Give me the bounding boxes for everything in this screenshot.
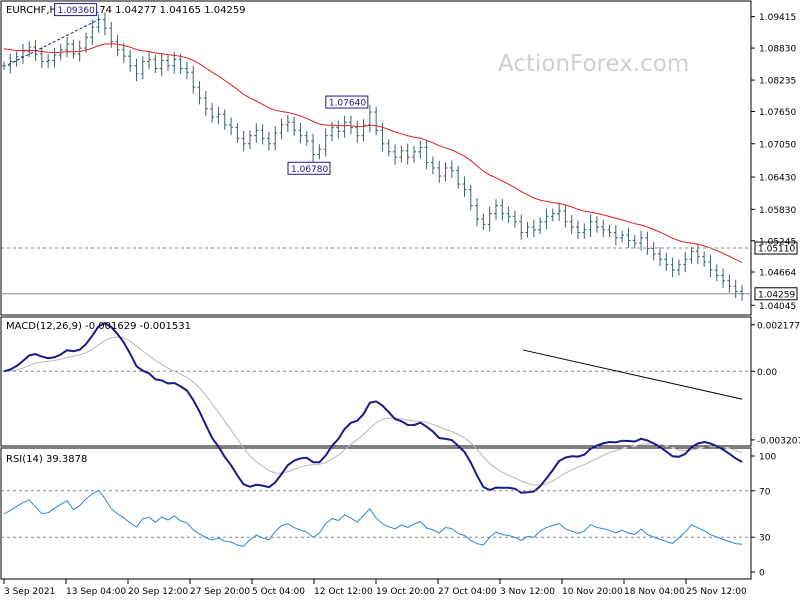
- macd-signal-line: [3, 336, 743, 486]
- time-tick-label: 12 Oct 12:00: [314, 587, 373, 597]
- peak-trendline: [7, 19, 99, 66]
- price-tick-label: 1.06430: [759, 174, 796, 184]
- price-panel-frame: [0, 0, 752, 316]
- rsi-tick-label: 0: [759, 569, 765, 579]
- time-tick-label: 3 Nov 12:00: [500, 587, 555, 597]
- price-tick-label: 1.04664: [759, 269, 796, 279]
- swing-label: 1.06780: [291, 165, 328, 175]
- chart-title: EURCHF,H4 1.04174 1.04277 1.04165 1.0425…: [6, 5, 246, 16]
- ohlc-readout: 1.04174 1.04277 1.04165 1.04259: [71, 5, 246, 16]
- rsi-lines: [1, 489, 751, 547]
- price-tick-label: 1.09415: [759, 13, 796, 23]
- price-tick-label: 1.05245: [759, 237, 796, 247]
- resistance-label: 1.05110: [758, 245, 795, 255]
- time-tick-label: 5 Oct 04:00: [252, 587, 305, 597]
- symbol-timeframe: EURCHF,H4: [6, 5, 63, 16]
- price-label-box: [754, 241, 798, 255]
- macd-tick-label: 0.002177: [757, 321, 800, 331]
- time-tick-label: 19 Oct 20:00: [376, 587, 435, 597]
- price-moving-average: [3, 43, 743, 263]
- time-tick-label: 25 Nov 12:00: [686, 587, 747, 597]
- price-annotations: 1.05110 1.04259 1.09360 1.07640 1.06780: [1, 3, 798, 301]
- price-bars: [2, 12, 744, 301]
- price-tick-label: 1.08830: [759, 45, 796, 55]
- macd-title: MACD(12,26,9) -0.001629 -0.001531: [6, 321, 191, 332]
- swing-label-box: [287, 161, 331, 175]
- macd-lines: [1, 321, 751, 494]
- price-tick-label: 1.08235: [759, 77, 796, 87]
- swing-label-box: [54, 3, 98, 17]
- rsi-panel-frame: [0, 447, 752, 580]
- macd-tick-label: 0.00: [757, 368, 777, 378]
- swing-label: 1.09360: [58, 6, 95, 16]
- price-tick-label: 1.07650: [759, 108, 796, 118]
- macd-axis: 0.002177 0.00 -0.003207: [751, 321, 800, 446]
- swing-label: 1.07640: [329, 99, 366, 109]
- time-tick-label: 27 Oct 04:00: [438, 587, 497, 597]
- rsi-title: RSI(14) 39.3878: [6, 454, 87, 465]
- moving-average-line: [3, 43, 743, 263]
- time-tick-label: 13 Sep 04:00: [66, 587, 126, 597]
- time-tick-label: 10 Nov 20:00: [562, 587, 623, 597]
- rsi-tick-label: 100: [759, 453, 776, 463]
- macd-trendline: [522, 349, 743, 400]
- watermark: ActionForex.com: [498, 51, 689, 77]
- rsi-tick-label: 30: [759, 534, 771, 544]
- rsi-axis: 100 70 30 0: [751, 453, 776, 579]
- time-tick-label: 18 Nov 04:00: [624, 587, 685, 597]
- macd-line: [3, 321, 743, 494]
- swing-label-box: [325, 95, 369, 109]
- time-tick-label: 27 Sep 20:00: [190, 587, 250, 597]
- last-price-label: 1.04259: [758, 290, 795, 300]
- price-label-box: [754, 287, 798, 301]
- time-tick-label: 3 Sep 2021: [4, 587, 55, 597]
- macd-panel-frame: [0, 316, 752, 447]
- rsi-line: [3, 489, 743, 547]
- time-tick-label: 20 Sep 12:00: [128, 587, 188, 597]
- rsi-tick-label: 70: [759, 487, 771, 497]
- macd-tick-label: -0.003207: [757, 436, 800, 446]
- price-axis: 1.09415 1.08830 1.08235 1.07650 1.07050 1.064…: [751, 13, 796, 312]
- price-tick-label: 1.04045: [759, 302, 796, 312]
- time-axis: 3 Sep 2021 13 Sep 04:00 20 Sep 12:00 27 Sep…: [3, 579, 747, 597]
- price-tick-label: 1.07050: [759, 140, 796, 150]
- price-tick-label: 1.05830: [759, 206, 796, 216]
